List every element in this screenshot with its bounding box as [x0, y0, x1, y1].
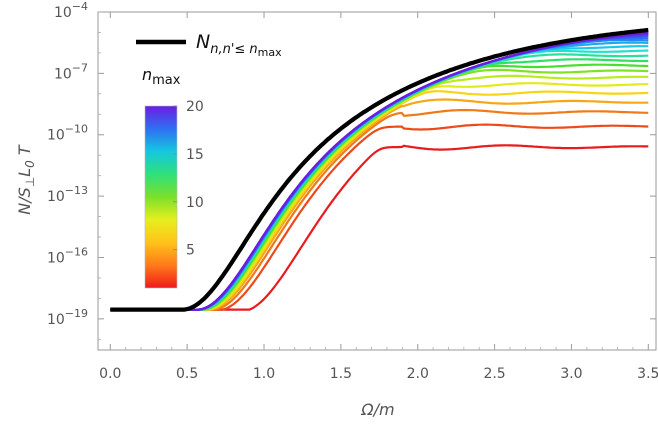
series-line-nmax-14: [110, 41, 649, 311]
x-tick-label: 3.0: [560, 366, 582, 382]
series-line-nmax-1: [110, 144, 649, 311]
x-tick-label: 0.0: [99, 366, 121, 382]
x-axis-label: Ω/m: [360, 400, 394, 419]
y-tick-label: 10−7: [54, 61, 88, 82]
series-line-nmax-12: [110, 49, 649, 311]
axis-ticks: [98, 11, 656, 350]
y-tick-label: 10−13: [47, 184, 88, 205]
x-tick-label: 3.5: [637, 366, 658, 382]
y-tick-label: 10−4: [54, 0, 88, 21]
y-axis-label: N/S⊥L0 T: [15, 144, 37, 215]
series-line-nmax-18: [110, 33, 649, 311]
x-tick-label: 1.5: [330, 366, 352, 382]
series-line-nmax-10: [110, 58, 649, 311]
colorbar-tick-label: 5: [186, 243, 195, 259]
series-layer: [110, 27, 649, 312]
series-line-nmax-20: [110, 31, 649, 311]
colorbar-tick-label: 15: [186, 147, 204, 163]
y-tick-label: 10−19: [47, 307, 88, 328]
series-line-nmax-19: [110, 32, 649, 311]
x-tick-label: 2.0: [407, 366, 429, 382]
colorbar: nmax 20 15 10 5: [142, 65, 204, 289]
total-series-line: [110, 27, 649, 312]
y-tick-labels: 10−4 10−7 10−10 10−13 10−16 10−19: [47, 0, 88, 328]
colorbar-title: nmax: [142, 65, 181, 88]
colorbar-tick-label: 10: [186, 195, 204, 211]
colorbar-gradient: [144, 105, 178, 289]
colorbar-tick-label: 20: [186, 99, 204, 115]
x-tick-labels: 0.0 0.5 1.0 1.5 2.0 2.5 3.0 3.5: [99, 366, 658, 382]
x-tick-label: 1.0: [253, 366, 275, 382]
legend: Nn,n'≤ nmax: [136, 31, 282, 59]
plot-frame: [97, 11, 657, 351]
y-tick-label: 10−10: [47, 123, 88, 144]
series-line-nmax-15: [110, 39, 649, 311]
legend-label: Nn,n'≤ nmax: [196, 31, 282, 59]
y-tick-label: 10−16: [47, 245, 88, 266]
series-line-nmax-17: [110, 34, 649, 311]
x-tick-label: 0.5: [176, 366, 198, 382]
colorbar-ticks: 20 15 10 5: [173, 99, 204, 259]
x-tick-label: 2.5: [483, 366, 505, 382]
